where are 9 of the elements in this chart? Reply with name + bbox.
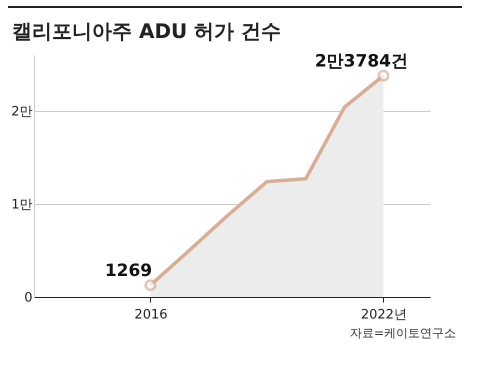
y-tick-label: 2만 <box>11 104 32 120</box>
annotation: 2만3784건 <box>314 52 408 72</box>
text: 자료=케이토연구소 <box>348 325 456 342</box>
y-tick-label: 0 <box>24 290 32 306</box>
chart-title: 캘리포니아주 ADU 허가 건수 <box>12 18 282 45</box>
y-tick-label: 1만 <box>11 197 32 212</box>
x-tick-label: 2016 <box>134 308 168 322</box>
annotation: 1269 <box>104 261 152 282</box>
x-tick-label: 2022년 <box>360 308 407 322</box>
